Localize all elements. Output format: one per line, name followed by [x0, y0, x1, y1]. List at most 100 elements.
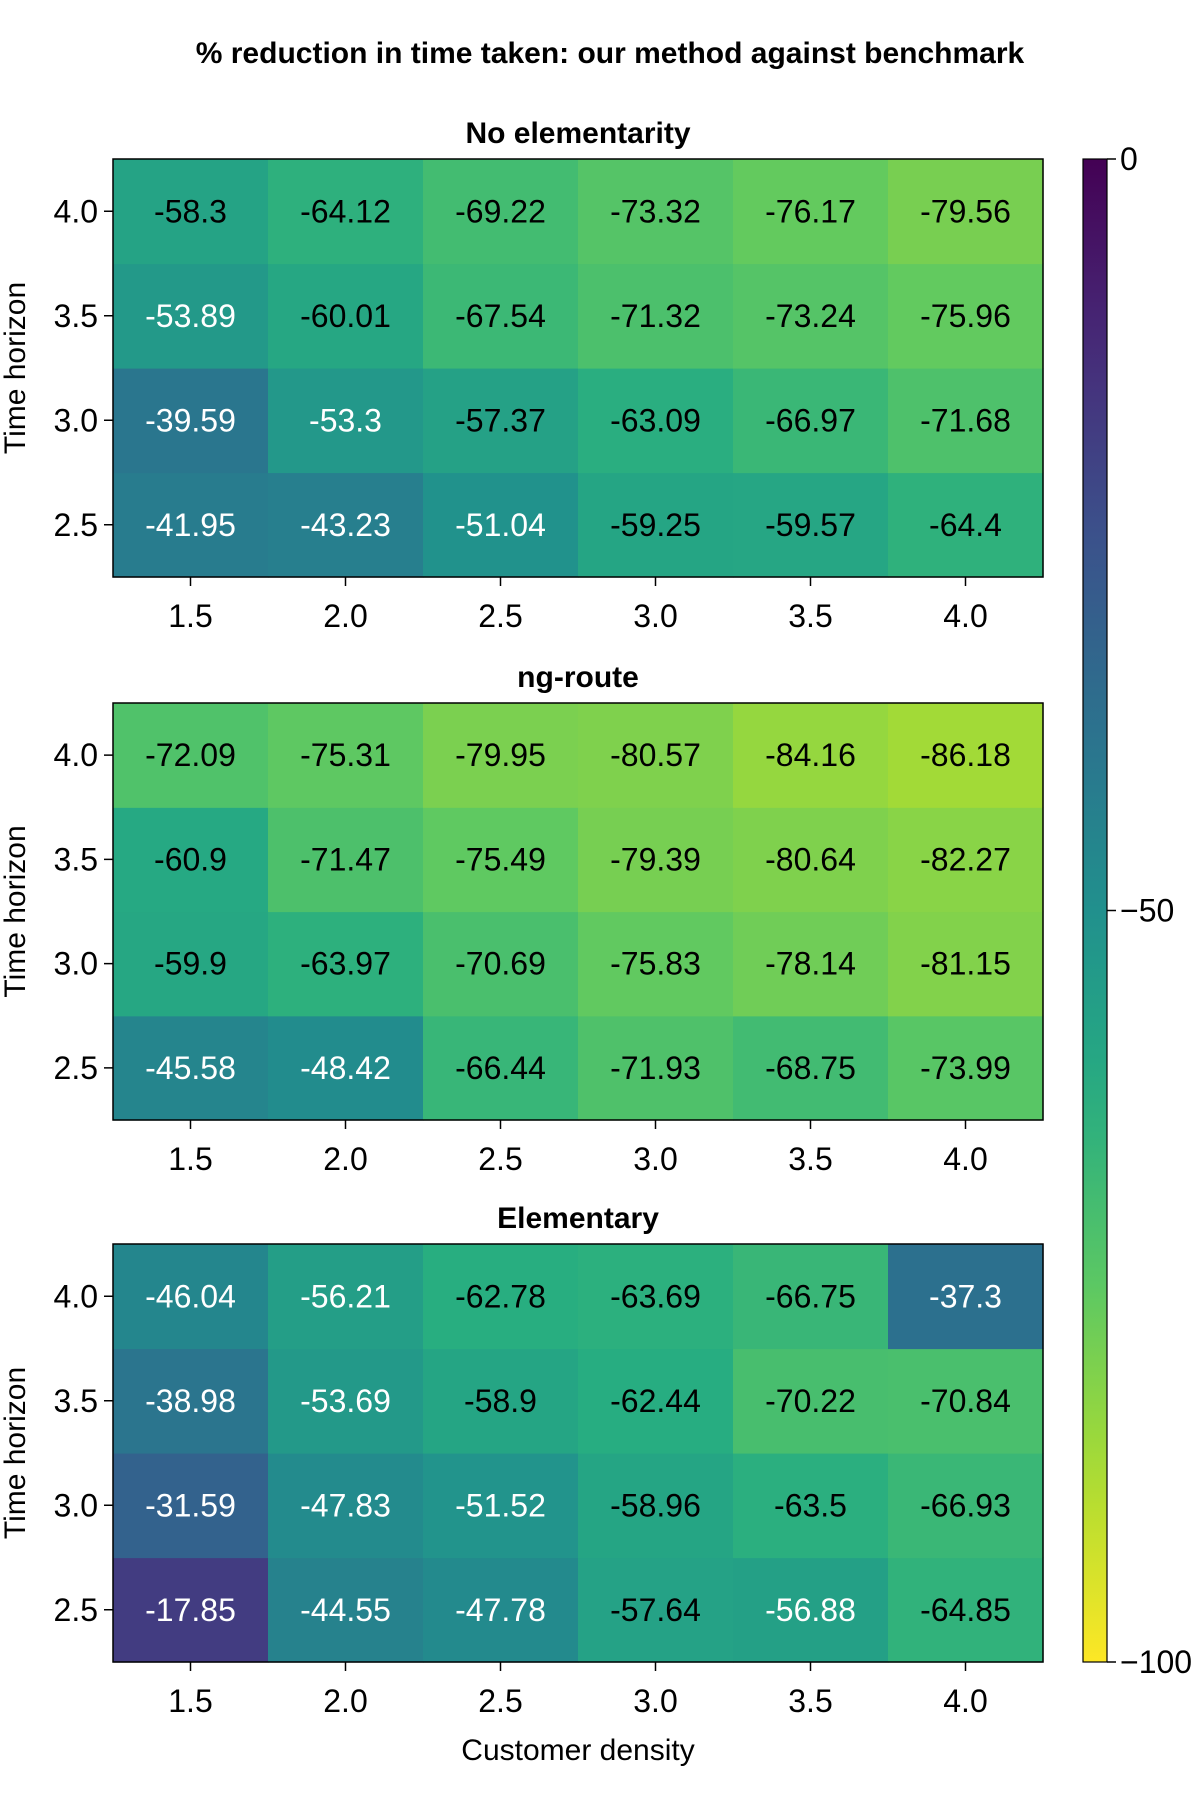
cell-value-label: -66.44: [455, 1050, 546, 1086]
heatmap-cell: [423, 1557, 579, 1663]
heatmap-cell: [578, 911, 734, 1017]
cell-value-label: -75.31: [300, 737, 391, 773]
y-axis-label: Time horizon: [0, 282, 32, 454]
heatmap-cell: [268, 1244, 424, 1350]
heatmap-cell: [888, 159, 1044, 265]
cell-value-label: -73.32: [610, 193, 701, 229]
cell-value-label: -53.69: [300, 1383, 391, 1419]
heatmap-cell: [578, 263, 734, 369]
heatmap-cell: [888, 368, 1044, 474]
cell-value-label: -17.85: [145, 1592, 236, 1628]
heatmap-cell: [423, 703, 579, 808]
y-axis-label: Time horizon: [0, 825, 32, 997]
heatmap-cell: [733, 263, 889, 369]
y-tick-label: 3.5: [54, 1383, 98, 1419]
cell-value-label: -46.04: [145, 1278, 236, 1314]
cell-value-label: -51.04: [455, 507, 546, 543]
x-tick-label: 3.5: [788, 1683, 832, 1719]
heatmap-cell: [113, 911, 269, 1017]
heatmap-cell: [733, 911, 889, 1017]
y-tick-label: 2.5: [54, 1592, 98, 1628]
y-tick-label: 3.5: [54, 841, 98, 877]
heatmap-cell: [578, 1557, 734, 1663]
heatmap-cell: [113, 1348, 269, 1454]
cell-value-label: -68.75: [765, 1050, 856, 1086]
heatmap-cell: [113, 263, 269, 369]
heatmap-cell: [423, 807, 579, 913]
cell-value-label: -78.14: [765, 946, 856, 982]
heatmap-cell: [113, 703, 269, 808]
cell-value-label: -73.24: [765, 298, 856, 334]
heatmap-cell: [423, 368, 579, 474]
heatmap-cell: [888, 1015, 1044, 1121]
colorbar-tick-label: −50: [1120, 893, 1174, 929]
cell-value-label: -66.93: [920, 1487, 1011, 1523]
cell-value-label: -57.37: [455, 402, 546, 438]
cell-value-label: -45.58: [145, 1050, 236, 1086]
heatmap-cell: [578, 1453, 734, 1559]
cell-value-label: -62.78: [455, 1278, 546, 1314]
x-tick-label: 2.5: [478, 1141, 522, 1177]
cell-value-label: -60.9: [154, 841, 227, 877]
cell-value-label: -51.52: [455, 1487, 546, 1523]
heatmap-cell: [578, 807, 734, 913]
figure-title: % reduction in time taken: our method ag…: [196, 37, 1025, 70]
heatmap-cell: [888, 263, 1044, 369]
heatmap-cell: [733, 703, 889, 808]
x-tick-label: 3.0: [633, 598, 677, 634]
heatmap-cell: [888, 1244, 1044, 1350]
heatmap-cell: [113, 807, 269, 913]
x-tick-label: 2.5: [478, 598, 522, 634]
heatmap-cell: [888, 472, 1044, 578]
cell-value-label: -79.39: [610, 841, 701, 877]
heatmap-cell: [733, 1453, 889, 1559]
y-axis-label: Time horizon: [0, 1367, 32, 1539]
y-tick-label: 4.0: [54, 193, 98, 229]
heatmap-cell: [733, 368, 889, 474]
heatmap-cell: [888, 1453, 1044, 1559]
cell-value-label: -37.3: [929, 1278, 1002, 1314]
cell-value-label: -58.9: [464, 1383, 537, 1419]
cell-value-label: -62.44: [610, 1383, 701, 1419]
cell-value-label: -59.57: [765, 507, 856, 543]
heatmap-cell: [423, 911, 579, 1017]
cell-value-label: -70.22: [765, 1383, 856, 1419]
cell-value-label: -76.17: [765, 193, 856, 229]
heatmap-cell: [733, 159, 889, 265]
heatmap-cell: [578, 1244, 734, 1350]
heatmap-cell: [888, 1348, 1044, 1454]
colorbar-tick-label: −100: [1120, 1644, 1192, 1680]
cell-value-label: -71.68: [920, 402, 1011, 438]
x-tick-label: 2.5: [478, 1683, 522, 1719]
heatmap-cell: [578, 472, 734, 578]
heatmap-cell: [268, 911, 424, 1017]
heatmap-cell: [268, 1453, 424, 1559]
cell-value-label: -82.27: [920, 841, 1011, 877]
cell-value-label: -63.09: [610, 402, 701, 438]
cell-value-label: -48.42: [300, 1050, 391, 1086]
heatmap-cell: [268, 703, 424, 808]
heatmap-cell: [113, 1557, 269, 1663]
x-tick-label: 3.5: [788, 1141, 832, 1177]
cell-value-label: -64.4: [929, 507, 1002, 543]
heatmap-cell: [423, 472, 579, 578]
heatmap-cell: [733, 807, 889, 913]
heatmap-cell: [268, 1348, 424, 1454]
heatmap-panel: No elementarity -41.95 -43.23 -51.04 -59.25 -…: [0, 117, 1044, 634]
cell-value-label: -59.25: [610, 507, 701, 543]
cell-value-label: -63.97: [300, 946, 391, 982]
x-tick-label: 4.0: [943, 598, 987, 634]
x-tick-label: 3.5: [788, 598, 832, 634]
x-tick-label: 2.0: [323, 1141, 367, 1177]
heatmap-cell: [733, 472, 889, 578]
heatmap-cell: [733, 1015, 889, 1121]
cell-value-label: -60.01: [300, 298, 391, 334]
y-tick-label: 4.0: [54, 737, 98, 773]
heatmap-cell: [888, 703, 1044, 808]
heatmap-cell: [578, 1015, 734, 1121]
panel-title: ng-route: [517, 661, 639, 694]
y-tick-label: 2.5: [54, 1050, 98, 1086]
y-tick-label: 3.0: [54, 946, 98, 982]
heatmap-cell: [268, 263, 424, 369]
